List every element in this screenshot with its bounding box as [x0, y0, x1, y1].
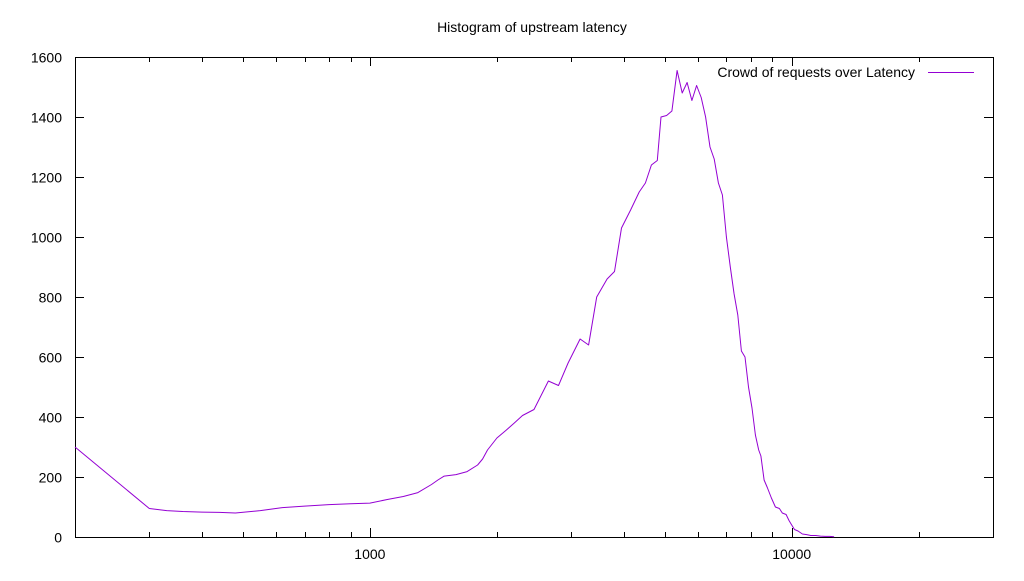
legend-label: Crowd of requests over Latency — [717, 64, 915, 80]
series-line — [74, 70, 835, 538]
legend: Crowd of requests over Latency — [717, 64, 974, 80]
y-axis: 0 200 400 600 800 1000 1200 1400 1600 — [31, 50, 993, 546]
y-tick-label: 200 — [39, 470, 63, 486]
y-tick-label: 1600 — [31, 50, 62, 66]
x-axis: 1000 10000 — [75, 57, 994, 562]
y-tick-label: 1400 — [31, 110, 62, 126]
chart-title: Histogram of upstream latency — [437, 19, 627, 35]
y-tick-label: 600 — [39, 350, 63, 366]
y-tick-label: 1000 — [31, 230, 62, 246]
x-tick-label: 10000 — [772, 546, 811, 562]
y-tick-label: 1200 — [31, 170, 62, 186]
plot-frame — [75, 57, 994, 538]
y-tick-label: 0 — [54, 530, 62, 546]
y-tick-label: 400 — [39, 410, 63, 426]
x-tick-label: 1000 — [354, 546, 385, 562]
y-tick-label: 800 — [39, 290, 63, 306]
series-layer — [74, 70, 835, 538]
